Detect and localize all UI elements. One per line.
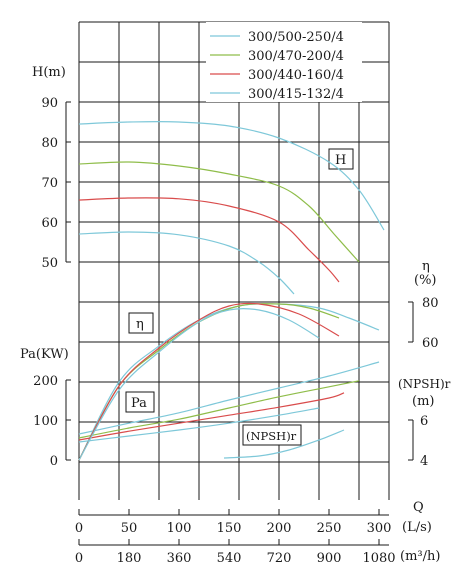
h-tick-label: 70: [41, 176, 58, 191]
head-curve-3: [78, 197, 340, 283]
q-axis-unit-ls: (L/s): [402, 520, 432, 535]
eta-axis-unit: (%): [414, 273, 437, 288]
box-label-npsh-text: (NPSH)r: [246, 429, 297, 443]
box-label-npsh: (NPSH)r: [242, 424, 302, 446]
box-label-h-text: H: [335, 153, 346, 168]
legend-label-1: 300/500-250/4: [248, 30, 344, 45]
h-tick-label: 50: [41, 256, 58, 271]
box-label-pa-text: Pa: [131, 396, 147, 411]
q-m3h-tick-label: 0: [75, 551, 83, 566]
legend-label-2: 300/470-200/4: [248, 49, 344, 64]
head-curve-4: [78, 231, 295, 295]
legend-background: [206, 22, 362, 102]
legend-label-3: 300/440-160/4: [248, 68, 344, 83]
q-m3h-tick-label: 540: [217, 551, 242, 566]
q-m3h-tick-label: 180: [117, 551, 142, 566]
head-curve-2: [78, 161, 360, 263]
q-ls-tick-label: 250: [317, 521, 342, 536]
pa-tick-label: 0: [50, 454, 58, 469]
q-m3h-tick-label: 1080: [362, 551, 395, 566]
pa-axis-label: Pa(KW): [20, 347, 69, 362]
h-tick-label: 90: [41, 96, 58, 111]
efficiency-curve-3: [78, 302, 340, 461]
q-ls-tick-label: 150: [217, 521, 242, 536]
q-ls-tick-label: 100: [167, 521, 192, 536]
npsh-axis-unit: (m): [412, 394, 434, 409]
q-ls-tick-label: 200: [267, 521, 292, 536]
q-axis-unit-m3h: (m³/h): [400, 549, 440, 564]
box-label-eta: η: [128, 312, 154, 334]
q-ls-tick-label: 0: [75, 521, 83, 536]
power-curve-2: [78, 380, 360, 439]
npsh-tick-label: 6: [420, 414, 428, 429]
eta-axis-label: η: [422, 259, 430, 274]
q-m3h-tick-label: 900: [317, 551, 342, 566]
npsh-curve: [223, 429, 345, 459]
box-label-pa: Pa: [125, 391, 155, 413]
eta-tick-label: 80: [422, 296, 439, 311]
power-curve-3: [78, 392, 345, 441]
legend-label-4: 300/415-132/4: [248, 87, 344, 102]
q-m3h-tick-label: 360: [167, 551, 192, 566]
npsh-axis-label: (NPSH)r: [398, 377, 451, 391]
h-tick-label: 80: [41, 136, 58, 151]
power-curve-1: [78, 361, 380, 435]
curves: [78, 121, 385, 461]
box-label-h: H: [328, 148, 354, 170]
head-curve-1: [78, 121, 385, 231]
power-curve-4: [78, 407, 320, 443]
efficiency-curve-4: [78, 308, 320, 461]
h-axis-label: H(m): [32, 65, 66, 80]
legend: 300/500-250/4 300/470-200/4 300/440-160/…: [206, 22, 362, 102]
q-m3h-tick-label: 720: [267, 551, 292, 566]
q-ls-tick-label: 50: [121, 521, 138, 536]
pa-tick-label: 100: [33, 414, 58, 429]
h-tick-label: 60: [41, 216, 58, 231]
eta-tick-label: 60: [422, 336, 439, 351]
box-label-eta-text: η: [136, 317, 144, 332]
q-axis-label: Q: [413, 500, 424, 515]
q-ls-tick-label: 300: [367, 521, 392, 536]
pa-tick-label: 200: [33, 374, 58, 389]
npsh-tick-label: 4: [420, 454, 428, 469]
